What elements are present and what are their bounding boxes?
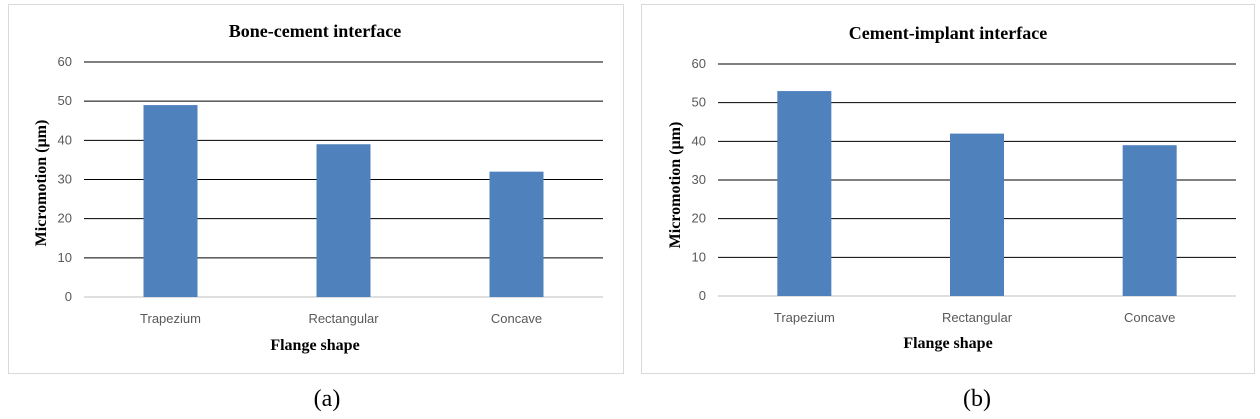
chart-a-ytick-label: 30 xyxy=(58,172,72,187)
chart-a-category-label: Trapezium xyxy=(140,311,201,326)
chart-b-ytick-label: 0 xyxy=(699,288,706,303)
chart-b-category-label: Trapezium xyxy=(774,310,835,325)
chart-panel-b: Cement-implant interface Flange shape Mi… xyxy=(641,4,1255,374)
chart-b-category-label: Rectangular xyxy=(942,310,1013,325)
chart-b-xlabel: Flange shape xyxy=(903,335,992,352)
chart-b-ytick-label: 60 xyxy=(692,56,706,71)
chart-a-bar-concave xyxy=(489,171,544,297)
chart-a-bar-trapezium xyxy=(143,105,198,297)
chart-a-svg: Bone-cement interface Flange shape Micro… xyxy=(33,21,603,354)
chart-b-bar-rectangular xyxy=(950,133,1004,296)
chart-a-xlabel: Flange shape xyxy=(270,337,359,354)
chart-a-category-label: Rectangular xyxy=(308,311,379,326)
chart-a-ytick-label: 40 xyxy=(58,132,72,147)
chart-a-ytick-label: 0 xyxy=(65,289,72,304)
chart-panel-a: Bone-cement interface Flange shape Micro… xyxy=(8,4,624,374)
chart-b-ytick-label: 20 xyxy=(692,211,706,226)
chart-b-bar-concave xyxy=(1122,145,1177,296)
chart-a-category-label: Concave xyxy=(491,311,542,326)
chart-b-svg: Cement-implant interface Flange shape Mi… xyxy=(667,23,1236,352)
chart-b-ytick-label: 10 xyxy=(692,249,706,264)
caption-a: (a) xyxy=(313,386,341,412)
caption-b: (b) xyxy=(963,386,991,412)
chart-a-ylabel: Micromotion (µm) xyxy=(33,120,50,247)
chart-b-title: Cement-implant interface xyxy=(849,23,1047,43)
chart-a-ytick-label: 50 xyxy=(58,93,72,108)
chart-b-category-label: Concave xyxy=(1124,310,1175,325)
chart-b-ytick-label: 40 xyxy=(692,133,706,148)
chart-a-bar-rectangular xyxy=(316,144,371,297)
chart-b-ytick-label: 50 xyxy=(692,95,706,110)
chart-a-ytick-label: 20 xyxy=(58,211,72,226)
chart-b-ylabel: Micromotion (µm) xyxy=(667,122,684,249)
chart-b-ytick-label: 30 xyxy=(692,172,706,187)
chart-b-bar-trapezium xyxy=(777,91,832,296)
chart-a-ytick-label: 10 xyxy=(58,250,72,265)
chart-a-ytick-label: 60 xyxy=(58,54,72,69)
chart-a-title: Bone-cement interface xyxy=(229,21,401,41)
